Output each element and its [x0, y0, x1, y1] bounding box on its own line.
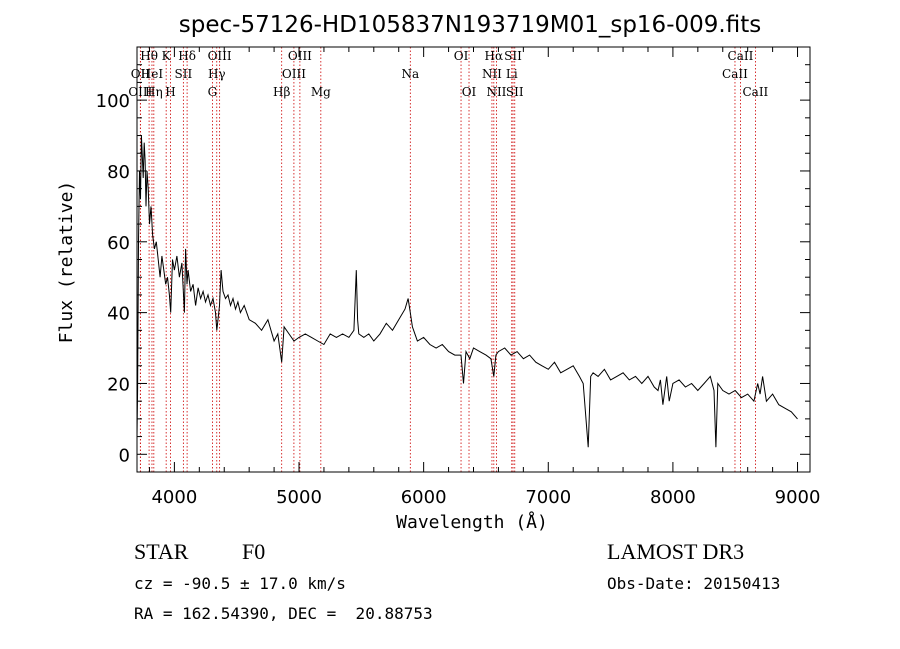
spectral-line-label: Hα: [485, 49, 504, 63]
spectral-line-label: Hδ: [178, 49, 196, 63]
spectral-line-label: NII: [482, 67, 502, 81]
y-tick-label: 80: [107, 162, 130, 183]
spectral-line-label: K: [162, 49, 172, 63]
y-tick-label: 20: [107, 374, 130, 395]
obs-date-text: Obs-Date: 20150413: [607, 574, 781, 593]
spectral-line-label: HeI: [141, 67, 164, 81]
chart-title: spec-57126-HD105837N193719M01_sp16-009.f…: [179, 12, 761, 38]
y-tick-label: 60: [107, 233, 130, 254]
spectral-line-label: OIII: [208, 49, 232, 63]
spectral-line-label: CaII: [722, 67, 748, 81]
x-tick-label: 7000: [525, 487, 571, 508]
x-tick-label: 6000: [401, 487, 447, 508]
spectral-line-label: Mg: [311, 85, 331, 99]
spectral-line-label: OI: [454, 49, 469, 63]
x-axis-label: Wavelength (Å): [396, 511, 548, 533]
spectral-line-markers: [139, 47, 756, 472]
x-tick-label: 9000: [775, 487, 821, 508]
spectral-line-label: Hη: [145, 85, 163, 99]
spectral-line-label: Na: [401, 67, 419, 81]
y-axis-label: Flux (relative): [56, 181, 77, 344]
spectral-line-label: OII: [131, 67, 151, 81]
y-tick-label: 40: [107, 304, 130, 325]
redshift-text: cz = -90.5 ± 17.0 km/s: [134, 574, 346, 593]
spectrum-series-line: [136, 135, 798, 448]
spectral-line-label: NII: [486, 85, 506, 99]
spectral-line-label: Hγ: [208, 67, 226, 81]
spectral-line-label: CaII: [728, 49, 754, 63]
spectral-line-label: H: [165, 85, 175, 99]
x-tick-label: 8000: [650, 487, 696, 508]
spectral-line-label: Li: [506, 67, 518, 81]
y-tick-label: 100: [96, 91, 130, 112]
y-axis-ticks: 0 20 40 60 80 100: [96, 46, 810, 473]
spectral-line-label: CaII: [742, 85, 768, 99]
spectral-line-label: Hβ: [273, 85, 290, 99]
spectral-line-label: SII: [506, 85, 524, 99]
spectral-line-label: OIII: [288, 49, 312, 63]
x-axis-ticks: 4000 5000 6000 7000 8000 9000: [148, 47, 821, 508]
spectral-line-label: OIII: [128, 85, 152, 99]
spectral-line-label: OI: [462, 85, 477, 99]
spectral-line-label: SII: [504, 49, 522, 63]
x-tick-label: 5000: [276, 487, 322, 508]
coordinates-text: RA = 162.54390, DEC = 20.88753: [134, 604, 433, 623]
survey-label: LAMOST DR3: [607, 539, 745, 564]
y-tick-label: 0: [119, 445, 130, 466]
spectral-line-label: SII: [175, 67, 193, 81]
spectral-line-label: Hθ: [140, 49, 158, 63]
object-subclass: F0: [242, 539, 266, 564]
object-class: STAR: [134, 539, 189, 564]
spectral-line-label: G: [208, 85, 218, 99]
plot-frame: [136, 46, 811, 473]
spectral-line-label: OIII: [282, 67, 306, 81]
x-tick-label: 4000: [151, 487, 197, 508]
